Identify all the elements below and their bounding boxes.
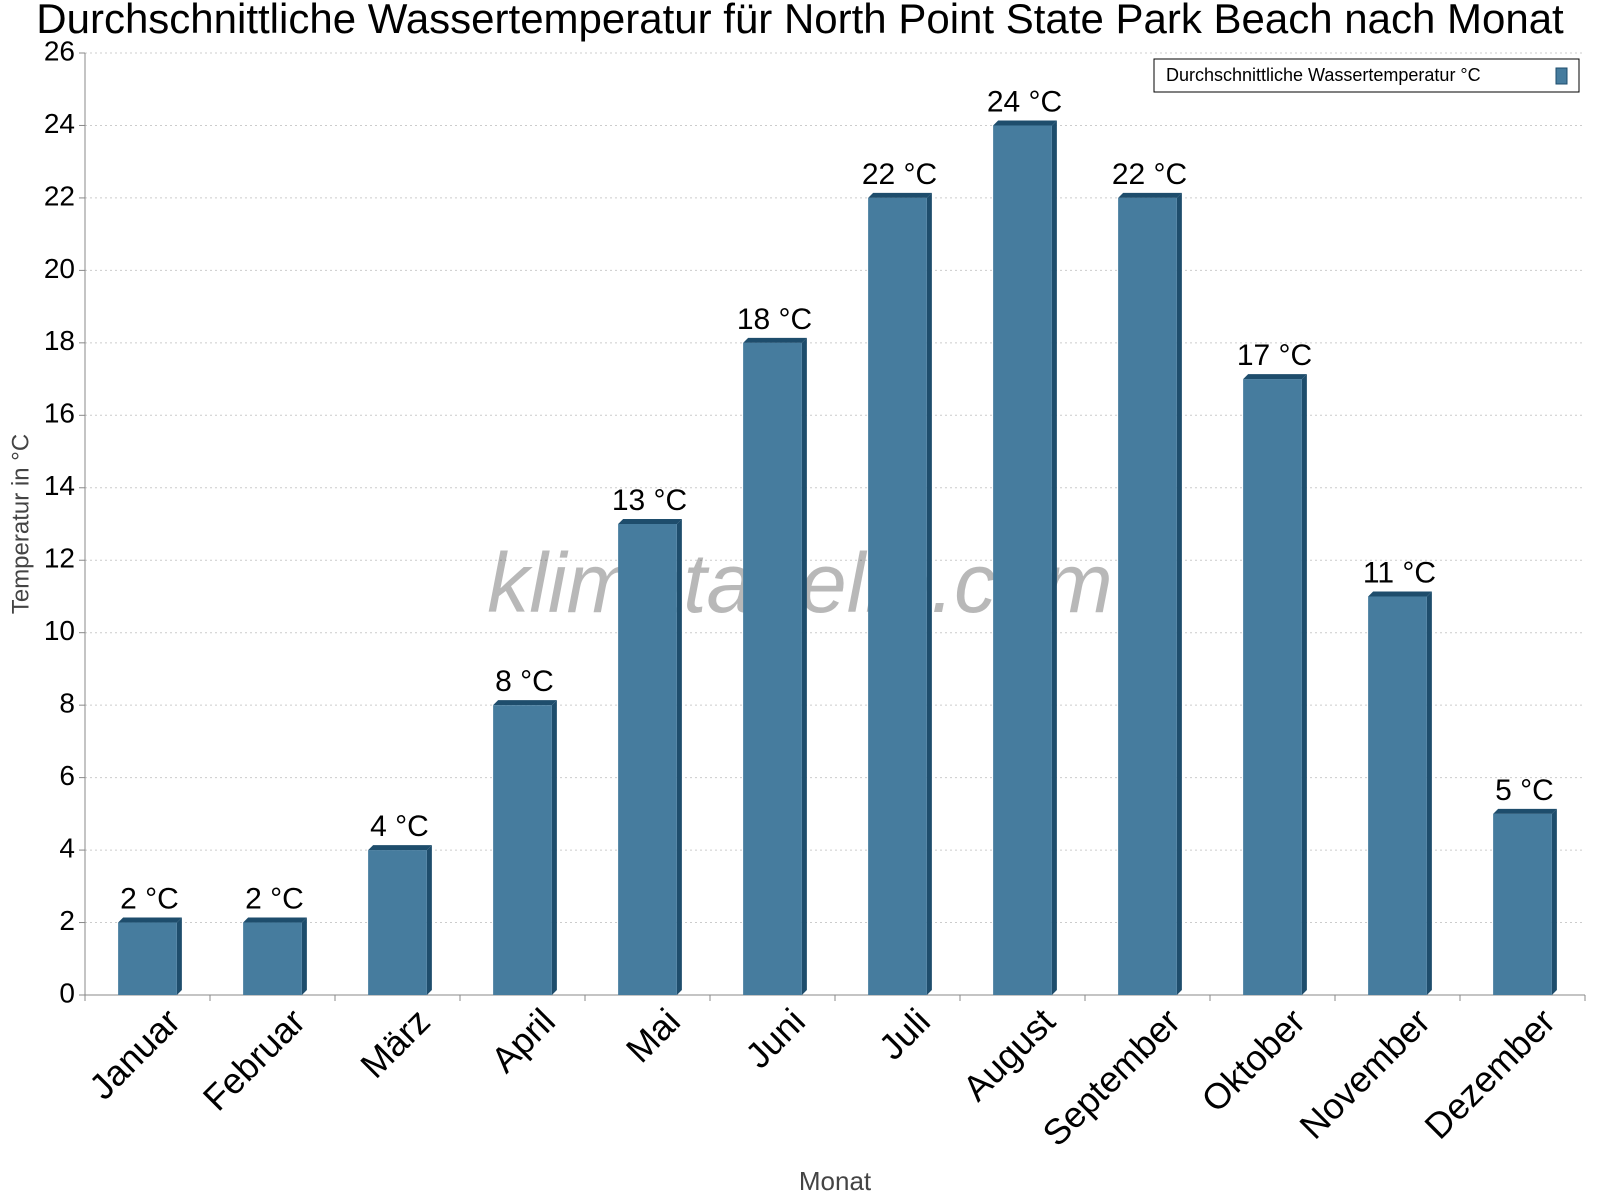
value-label: 13 °C [612,484,687,517]
value-label: 8 °C [495,665,554,698]
bar-side [551,700,557,995]
bar-side [676,519,682,995]
y-axis-label: Temperatur in °C [7,434,34,614]
bar-top [243,917,307,923]
bar-top [993,120,1057,126]
legend-box [1153,58,1580,93]
x-tick-label: Februar [195,1000,313,1118]
legend-swatch [1555,67,1568,85]
bar-side [1426,591,1432,995]
bar-group [118,917,182,995]
x-tick-label: April [483,1000,563,1080]
y-tick-label: 20 [44,253,75,284]
x-tick-label: September [1034,1000,1188,1154]
value-label: 2 °C [120,882,179,915]
bar-group [1493,808,1557,995]
value-label: 22 °C [1112,158,1187,191]
x-tick-label: Juli [871,1000,938,1067]
x-tick-label: Oktober [1193,1000,1313,1120]
bar-group [1118,192,1182,995]
bar [243,922,302,995]
bar [118,922,177,995]
bar-side [301,917,307,995]
y-tick-label: 8 [59,688,75,719]
bar-side [426,845,432,995]
y-tick-label: 2 [59,905,75,936]
chart-title: Durchschnittliche Wassertemperatur für N… [36,0,1564,42]
y-tick-label: 6 [59,760,75,791]
bar [1243,379,1302,996]
bar-group [743,337,807,995]
bar-top [1368,591,1432,597]
y-tick-label: 24 [44,108,75,139]
bar-top [1243,374,1307,380]
value-label: 2 °C [245,882,304,915]
bar-top [1118,192,1182,198]
bar-top [493,700,557,706]
bar-group [243,917,307,995]
value-label: 17 °C [1237,339,1312,372]
x-tick-label: August [955,1000,1063,1108]
y-tick-label: 22 [44,180,75,211]
bar [368,850,427,995]
bar-side [801,337,807,995]
value-label: 24 °C [987,85,1062,118]
value-label: 4 °C [370,810,429,843]
y-tick-label: 18 [44,325,75,356]
y-tick-label: 4 [59,832,75,863]
bar-top [743,337,807,343]
x-axis-label: Monat [799,1166,872,1196]
value-label: 5 °C [1495,774,1554,807]
bar-side [1301,374,1307,996]
x-tick-label: November [1291,1000,1437,1146]
y-tick-label: 12 [44,543,75,574]
bar-side [1176,192,1182,995]
bar-group [368,845,432,995]
bar [1368,596,1427,995]
x-tick-label: Mai [618,1000,688,1070]
bar [993,125,1052,995]
bar-top [618,519,682,524]
bar-group [993,120,1057,995]
bar-group [493,700,557,995]
bar-group [1368,591,1432,995]
y-tick-label: 16 [44,398,75,429]
bar [618,524,677,995]
x-tick-label: März [352,1000,438,1086]
bar-group [618,519,682,995]
bar-top [1493,808,1557,814]
bar-side [926,192,932,995]
bar [868,197,927,995]
value-label: 18 °C [737,303,812,336]
value-label: 11 °C [1363,556,1436,589]
y-tick-label: 14 [44,470,75,501]
y-tick-label: 10 [44,615,75,646]
bar [493,705,552,995]
value-label: 22 °C [862,158,937,191]
bar-top [118,917,182,923]
bar-side [1051,120,1057,995]
x-tick-label: Juni [737,1000,813,1076]
bar [1493,813,1552,995]
bar [1118,197,1177,995]
y-tick-label: 0 [59,977,75,1008]
bar-side [1551,808,1557,995]
bar-group [868,192,932,995]
bar-top [868,192,932,198]
x-tick-label: Januar [81,1000,188,1107]
y-tick-label: 26 [44,35,75,66]
bar [743,342,802,995]
bar-top [368,845,432,851]
x-tick-label: Dezember [1416,1000,1562,1146]
legend-label: Durchschnittliche Wassertemperatur °C [1166,65,1481,85]
bar-group [1243,374,1307,996]
bar-side [176,917,182,995]
